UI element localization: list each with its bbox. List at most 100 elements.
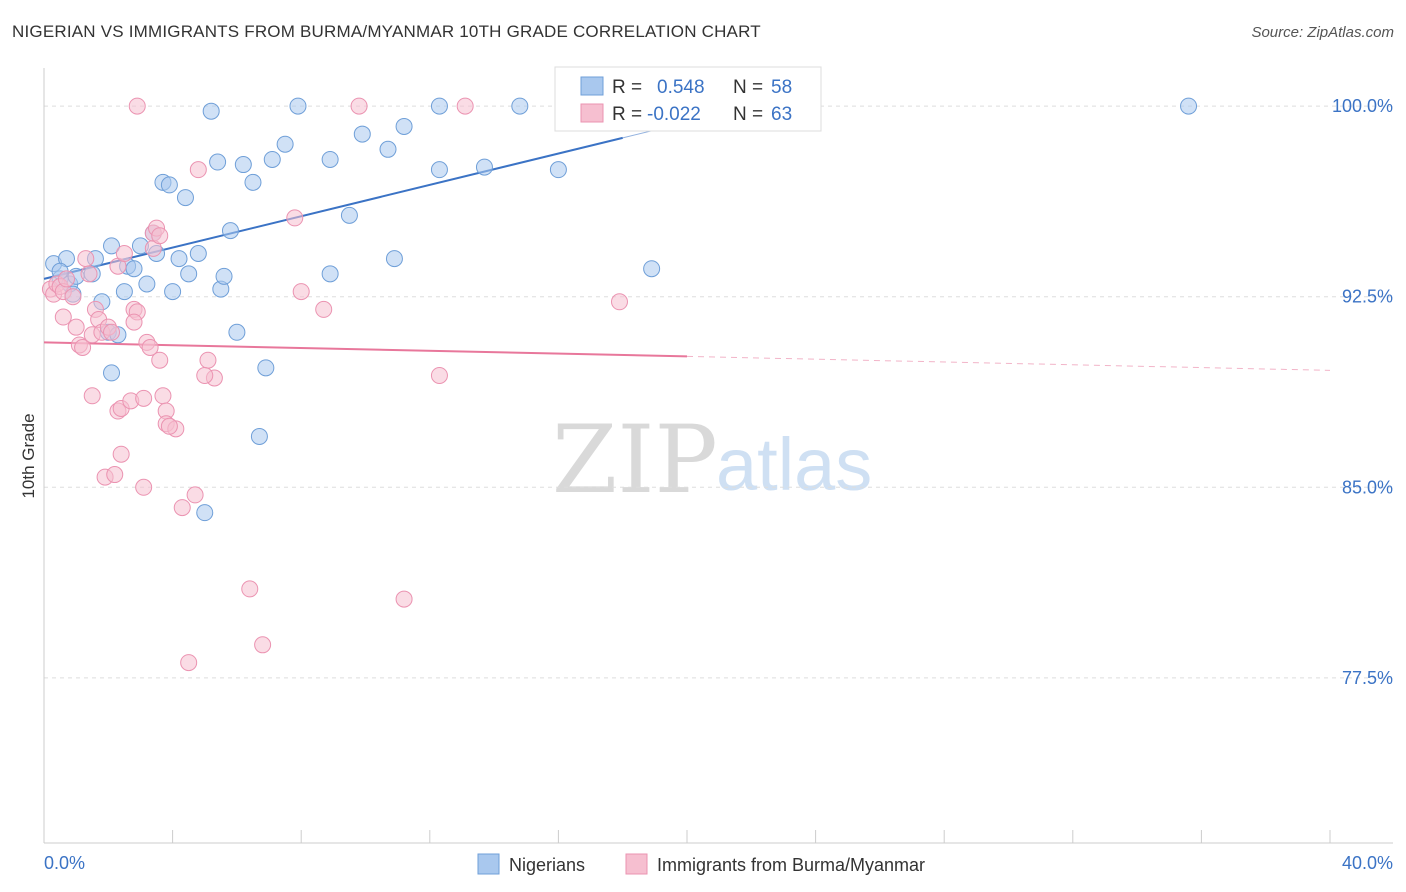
- nigerian-point: [430, 97, 448, 115]
- nigerian-point: [340, 206, 358, 224]
- burma-point: [315, 300, 333, 318]
- nigerian-point: [289, 97, 307, 115]
- burma-point: [241, 580, 259, 598]
- y-tick-label: 92.5%: [1342, 287, 1393, 307]
- burma-point: [54, 308, 72, 326]
- nigerian-point: [643, 260, 661, 278]
- burma-point: [350, 97, 368, 115]
- nigerian-point: [196, 504, 214, 522]
- burma-point: [64, 288, 82, 306]
- nigerian-point: [202, 102, 220, 120]
- y-tick-labels: 77.5% 85.0% 92.5% 100.0%: [1332, 96, 1393, 688]
- nigerian-point: [549, 161, 567, 179]
- burma-point: [196, 366, 214, 384]
- nigerian-point: [115, 283, 133, 301]
- axes: [43, 68, 1393, 844]
- burma-point: [610, 293, 628, 311]
- burma-point: [67, 318, 85, 336]
- nigerian-point: [395, 117, 413, 135]
- burma-point: [106, 466, 124, 484]
- burma-point: [58, 270, 76, 288]
- correlation-legend: R = 0.548 N = 58 R = -0.022 N = 63: [554, 66, 822, 132]
- burma-point: [103, 323, 121, 341]
- legend-r-value-1: 0.548: [657, 77, 705, 98]
- burma-point: [180, 654, 198, 672]
- burma-point: [160, 417, 178, 435]
- burma-point: [292, 283, 310, 301]
- legend-swatch-nigerians: [580, 76, 604, 96]
- legend-r-label-2: R =: [612, 104, 642, 125]
- nigerian-point: [209, 153, 227, 171]
- burma-point: [74, 339, 92, 357]
- nigerian-point: [379, 140, 397, 158]
- nigerian-point: [160, 176, 178, 194]
- nigerian-point: [257, 359, 275, 377]
- nigerian-point: [170, 250, 188, 268]
- nigerian-point: [234, 156, 252, 174]
- nigerian-point: [125, 260, 143, 278]
- burma-point: [189, 161, 207, 179]
- bottom-legend-label-burma: Immigrants from Burma/Myanmar: [657, 855, 925, 875]
- bottom-legend-swatch-burma: [625, 853, 648, 875]
- watermark-atlas: atlas: [716, 423, 872, 506]
- burma-point: [199, 351, 217, 369]
- legend-n-value-2: 63: [771, 104, 792, 125]
- y-tick-label: 100.0%: [1332, 96, 1393, 116]
- nigerian-point: [250, 427, 268, 445]
- bottom-legend-swatch-nigerians: [477, 853, 500, 875]
- watermark-zip: ZIP: [552, 406, 718, 515]
- nigerian-point: [189, 244, 207, 262]
- burma-point: [135, 478, 153, 496]
- burma-point: [395, 590, 413, 608]
- burma-point: [456, 97, 474, 115]
- burma-point: [254, 636, 272, 654]
- burma-point: [141, 339, 159, 357]
- nigerian-point: [138, 275, 156, 293]
- chart-title: NIGERIAN VS IMMIGRANTS FROM BURMA/MYANMA…: [12, 22, 761, 41]
- burma-point: [135, 389, 153, 407]
- nigerian-point: [511, 97, 529, 115]
- burma-point: [154, 387, 172, 405]
- nigerian-point: [263, 150, 281, 168]
- nigerian-point: [475, 158, 493, 176]
- legend-r-label-1: R =: [612, 77, 642, 98]
- burma-trend-line-extension: [686, 355, 1331, 371]
- data-points: [41, 97, 1198, 672]
- burma-point: [80, 265, 98, 283]
- y-tick-label: 77.5%: [1342, 668, 1393, 688]
- nigerian-point: [180, 265, 198, 283]
- legend-n-label-2: N =: [733, 104, 763, 125]
- nigerian-point: [221, 222, 239, 240]
- burma-point: [186, 486, 204, 504]
- burma-point: [173, 499, 191, 517]
- legend-n-label-1: N =: [733, 77, 763, 98]
- nigerian-point: [430, 161, 448, 179]
- nigerian-trend-line-solid: [43, 136, 623, 280]
- source-credit: Source: ZipAtlas.com: [1251, 24, 1394, 41]
- legend-r-value-2: -0.022: [647, 104, 701, 125]
- nigerian-point: [321, 150, 339, 168]
- x-tick-label-min: 0.0%: [44, 853, 85, 873]
- bottom-legend-label-nigerians: Nigerians: [509, 855, 585, 875]
- burma-point: [286, 209, 304, 227]
- burma-point: [77, 250, 95, 268]
- burma-point: [112, 445, 130, 463]
- bottom-legend: Nigerians Immigrants from Burma/Myanmar: [477, 853, 925, 875]
- nigerian-point: [215, 267, 233, 285]
- nigerian-point: [321, 265, 339, 283]
- burma-point: [128, 97, 146, 115]
- burma-point: [115, 244, 133, 262]
- burma-point: [430, 366, 448, 384]
- nigerian-point: [103, 364, 121, 382]
- nigerian-point: [1180, 97, 1198, 115]
- nigerian-point: [176, 189, 194, 207]
- legend-n-value-1: 58: [771, 77, 792, 98]
- nigerian-point: [353, 125, 371, 143]
- burma-point: [125, 313, 143, 331]
- nigerian-point: [276, 135, 294, 153]
- nigerian-point: [228, 323, 246, 341]
- y-tick-label: 85.0%: [1342, 477, 1393, 497]
- y-axis-title: 10th Grade: [19, 413, 38, 498]
- nigerian-point: [385, 250, 403, 268]
